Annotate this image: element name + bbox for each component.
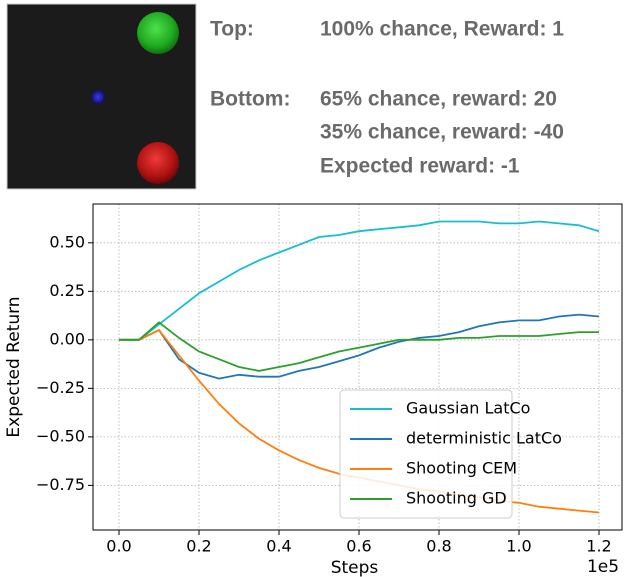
x-tick-label: 1.0 — [506, 537, 531, 556]
y-tick-label: −0.25 — [36, 378, 85, 397]
y-tick-label: −0.75 — [36, 475, 85, 494]
x-tick-label: 0.8 — [426, 537, 451, 556]
bottom-line: 35% chance, reward: -40 — [320, 121, 564, 144]
legend-label: Gaussian LatCo — [406, 399, 530, 418]
series-line — [119, 220, 600, 341]
bottom-line: 65% chance, reward: 20 — [320, 88, 557, 111]
legend-box — [339, 389, 513, 519]
y-tick-label: 0.50 — [49, 232, 85, 251]
x-tick-label: 0.0 — [106, 537, 131, 556]
series-line — [119, 313, 600, 380]
top-text: 100% chance, Reward: 1 — [320, 18, 564, 41]
plot-frame — [92, 203, 623, 531]
chart: −0.75 −0.50 −0.25 0.00 0.25 0.50 0.0 0.2 0.4 0.6 0… — [4, 203, 623, 577]
x-axis-label: Steps — [331, 558, 379, 577]
y-tick-label: −0.50 — [36, 426, 85, 445]
x-tick-label: 0.2 — [186, 537, 211, 556]
y-tick-label: 0.25 — [49, 281, 85, 300]
bottom-label: Bottom: — [210, 88, 290, 111]
x-tick-label: 0.6 — [346, 537, 371, 556]
series-line — [119, 321, 599, 372]
bottom-line: Expected reward: -1 — [320, 155, 520, 178]
x-offset-label: 1e5 — [587, 557, 619, 577]
environment-image — [6, 3, 197, 190]
legend-label: Shooting GD — [406, 489, 507, 508]
legend-label: deterministic LatCo — [406, 429, 562, 448]
y-tick-label: 0.00 — [49, 329, 85, 348]
legend: Gaussian LatCo deterministic LatCo Shootin… — [339, 389, 562, 519]
top-label: Top: — [210, 18, 254, 41]
x-tick-label: 0.4 — [266, 537, 291, 556]
legend-label: Shooting CEM — [406, 459, 517, 478]
y-axis-label: Expected Return — [4, 296, 24, 437]
x-tick-label: 1.2 — [586, 537, 611, 556]
